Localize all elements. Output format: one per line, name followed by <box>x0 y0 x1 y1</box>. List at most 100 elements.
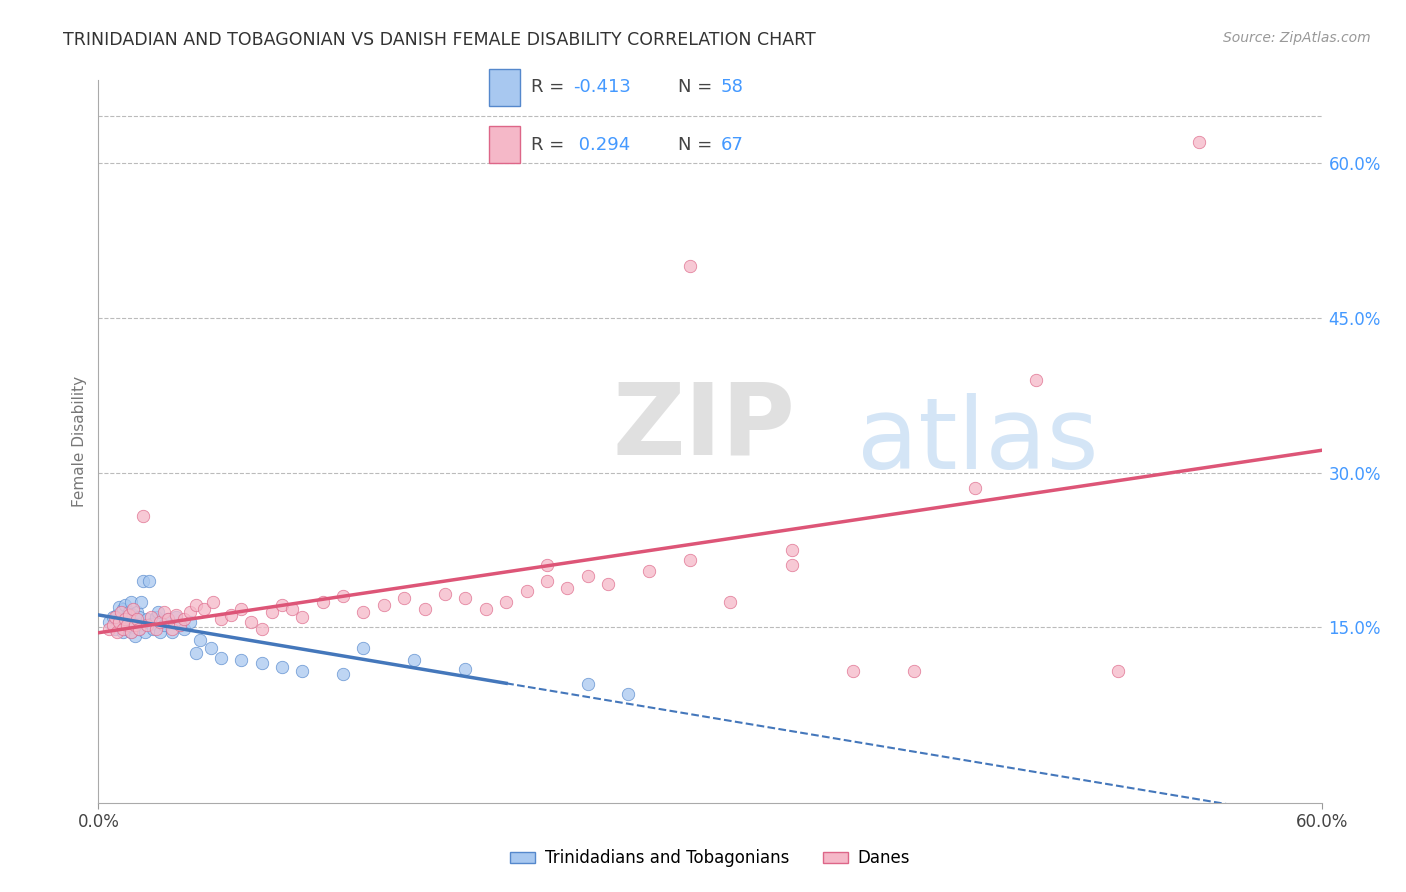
Point <box>186 598 208 612</box>
Point <box>132 618 155 632</box>
Point <box>124 618 146 632</box>
Point <box>454 662 477 676</box>
Point <box>145 610 167 624</box>
Point <box>312 594 335 608</box>
Point <box>128 610 150 624</box>
Point <box>219 607 242 622</box>
Point <box>240 615 263 630</box>
Point <box>291 610 314 624</box>
Point <box>270 598 294 612</box>
Point <box>120 615 142 630</box>
Point <box>495 594 517 608</box>
Point <box>108 599 131 614</box>
Point <box>146 605 169 619</box>
Point <box>108 615 131 630</box>
Point <box>209 612 232 626</box>
Point <box>474 601 498 615</box>
Point <box>111 601 134 615</box>
Point <box>209 651 232 665</box>
Point <box>373 598 395 612</box>
Point <box>352 640 374 655</box>
Text: N =: N = <box>678 136 718 153</box>
Text: R =: R = <box>531 136 569 153</box>
Y-axis label: Female Disability: Female Disability <box>72 376 87 508</box>
Point <box>160 623 183 637</box>
Point <box>332 590 354 604</box>
Point <box>97 615 120 630</box>
Point <box>169 618 191 632</box>
Point <box>1025 373 1047 387</box>
Point <box>111 625 134 640</box>
FancyBboxPatch shape <box>489 126 520 163</box>
Point <box>188 632 212 647</box>
Point <box>122 601 145 615</box>
Point <box>165 610 187 624</box>
Point <box>142 623 165 637</box>
Point <box>679 259 702 273</box>
Point <box>149 625 172 640</box>
Point <box>179 615 201 630</box>
Point <box>903 664 925 678</box>
Point <box>120 625 142 640</box>
Point <box>111 623 134 637</box>
Point <box>105 625 128 640</box>
Text: -0.413: -0.413 <box>574 78 631 96</box>
Point <box>104 610 127 624</box>
Point <box>145 623 167 637</box>
Point <box>231 601 253 615</box>
Point <box>105 607 128 622</box>
Point <box>152 618 174 632</box>
Point <box>115 618 138 632</box>
Point <box>173 623 195 637</box>
Point <box>392 591 416 606</box>
Point <box>200 640 222 655</box>
Point <box>965 481 987 495</box>
Point <box>136 612 159 626</box>
Point <box>118 607 141 622</box>
Text: Source: ZipAtlas.com: Source: ZipAtlas.com <box>1223 31 1371 45</box>
FancyBboxPatch shape <box>489 69 520 106</box>
Text: 58: 58 <box>721 78 744 96</box>
Point <box>576 568 599 582</box>
Point <box>598 577 620 591</box>
Point <box>118 605 141 619</box>
Text: ZIP: ZIP <box>612 378 794 475</box>
Point <box>201 594 224 608</box>
Point <box>231 653 253 667</box>
Point <box>104 623 127 637</box>
Point <box>156 612 179 626</box>
Point <box>260 605 283 619</box>
Point <box>173 612 195 626</box>
Point <box>160 625 183 640</box>
Point <box>108 612 131 626</box>
Point <box>179 605 201 619</box>
Point <box>134 625 156 640</box>
Point <box>132 574 155 588</box>
Point <box>110 618 132 632</box>
Point <box>149 615 172 630</box>
Point <box>576 677 599 691</box>
Point <box>132 508 155 523</box>
Point <box>122 607 145 622</box>
Point <box>454 591 477 606</box>
Point <box>136 618 159 632</box>
Point <box>152 605 174 619</box>
Point <box>617 687 640 701</box>
Text: 0.294: 0.294 <box>574 136 630 153</box>
Point <box>122 620 145 634</box>
Point <box>115 610 138 624</box>
Point <box>536 574 558 588</box>
Point <box>718 594 742 608</box>
Point <box>124 612 146 626</box>
Point <box>555 581 579 595</box>
Point <box>127 605 149 619</box>
Point <box>1107 664 1129 678</box>
Text: N =: N = <box>678 78 718 96</box>
Point <box>165 607 187 622</box>
Point <box>110 605 132 619</box>
Point <box>332 666 354 681</box>
Point <box>101 610 124 624</box>
Point <box>156 612 179 626</box>
Point <box>193 601 215 615</box>
Point <box>413 601 436 615</box>
